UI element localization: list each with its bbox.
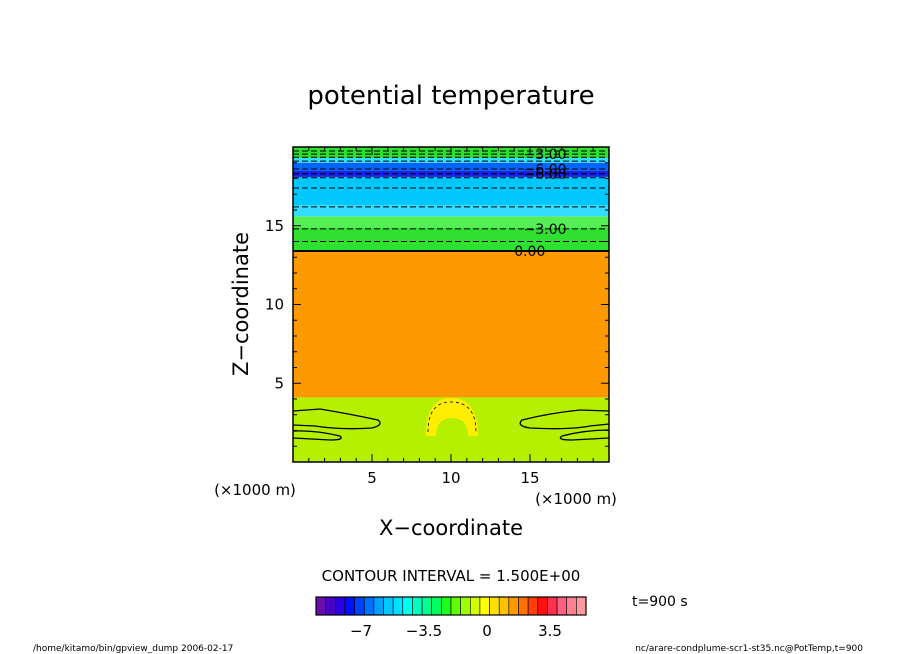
plume-dashed-outline xyxy=(427,401,477,433)
left-contour-loop-inner xyxy=(293,430,342,441)
band-2 xyxy=(293,243,609,251)
colorbar-cell-18 xyxy=(489,596,500,616)
axis-tick-labels: 5 10 15 5 10 15 xyxy=(265,217,540,487)
colorbar-tick-label-3: 3.5 xyxy=(538,622,562,640)
plume-yellow-blob xyxy=(426,398,478,436)
colorbar-cell-12 xyxy=(431,596,442,616)
y-axis-label: Z−coordinate xyxy=(229,232,253,376)
colorbar: −7 −3.5 0 3.5 xyxy=(315,596,587,640)
colorbar-cell-3 xyxy=(344,596,355,616)
colorbar-tick-label-2: 0 xyxy=(482,622,492,640)
colorbar-cell-14 xyxy=(450,596,461,616)
colorbar-cell-25 xyxy=(556,596,568,616)
colorbar-cell-15 xyxy=(460,596,471,616)
y-tick-label-5: 5 xyxy=(274,374,284,392)
colorbar-cell-16 xyxy=(469,596,481,616)
band-10 xyxy=(293,158,609,163)
colorbar-tick-label-1: −3.5 xyxy=(406,622,442,640)
colorbar-cell-6 xyxy=(373,596,384,616)
x-tick-label-10: 10 xyxy=(441,469,460,487)
contour-lines xyxy=(293,150,609,252)
plot-area xyxy=(293,147,609,462)
contour-label-10: −3.00 xyxy=(524,147,567,163)
contour-label-6: −6.00 xyxy=(524,167,567,183)
band-4 xyxy=(293,216,609,228)
contour-label-7: −6.00 xyxy=(524,162,567,178)
x-tick-label-5: 5 xyxy=(367,469,377,487)
colorbar-cell-22 xyxy=(527,596,539,616)
x-unit-label-right: (×1000 m) xyxy=(535,490,617,508)
colorbar-cell-2 xyxy=(334,596,346,616)
y-tick-label-15: 15 xyxy=(265,217,284,235)
footer-left: /home/kitamo/bin/gpview_dump 2006-02-17 xyxy=(33,644,233,654)
right-contour-loop-inner xyxy=(559,429,609,441)
colorbar-cell-26 xyxy=(566,596,577,616)
time-label: t=900 s xyxy=(632,594,688,610)
colorbar-frame xyxy=(315,596,587,616)
y-tick-label-10: 10 xyxy=(265,296,284,314)
band-9 xyxy=(293,162,609,171)
band-7 xyxy=(293,176,609,188)
band-5 xyxy=(293,205,609,217)
colorbar-cell-27 xyxy=(576,596,587,616)
colorbar-cell-20 xyxy=(508,596,519,616)
contour-labels: 0.00−3.00−6.00−6.00−3.00 xyxy=(514,147,566,260)
colorbar-cell-21 xyxy=(518,596,529,616)
x-axis-label: X−coordinate xyxy=(379,516,523,540)
contour-label-0: 0.00 xyxy=(514,244,545,260)
colorbar-cell-8 xyxy=(392,596,404,616)
colorbar-cell-9 xyxy=(402,596,413,616)
band-6 xyxy=(293,187,609,206)
colorbar-cell-19 xyxy=(498,596,510,616)
colorbar-cell-24 xyxy=(547,596,558,616)
x-unit-label-left: (×1000 m) xyxy=(214,481,296,499)
contour-label-2: −3.00 xyxy=(524,222,567,238)
colorbar-cell-7 xyxy=(383,596,394,616)
contour-interval-text: CONTOUR INTERVAL = 1.500E+00 xyxy=(322,567,581,585)
colorbar-tick-label-0: −7 xyxy=(350,622,372,640)
colorbar-cell-13 xyxy=(441,596,452,616)
right-contour-loop xyxy=(519,409,609,430)
footer-right: nc/arare-condplume-scr1-st35.nc@PotTemp,… xyxy=(635,644,863,654)
plume-features xyxy=(293,398,609,441)
left-contour-loop xyxy=(293,408,381,430)
x-tick-label-15: 15 xyxy=(520,469,539,487)
contour-fill-bands xyxy=(293,147,609,462)
colorbar-cell-17 xyxy=(479,596,490,616)
colorbar-cell-4 xyxy=(354,596,365,616)
colorbar-cell-23 xyxy=(537,596,548,616)
colorbar-cell-11 xyxy=(421,596,433,616)
chart-title: potential temperature xyxy=(307,81,594,111)
band-3 xyxy=(293,227,609,244)
axis-ticks xyxy=(293,147,609,462)
colorbar-cell-0 xyxy=(315,596,326,616)
colorbar-cell-1 xyxy=(325,596,336,616)
colorbar-cell-10 xyxy=(412,596,423,616)
band-1 xyxy=(293,250,609,398)
colorbar-cell-5 xyxy=(363,596,375,616)
